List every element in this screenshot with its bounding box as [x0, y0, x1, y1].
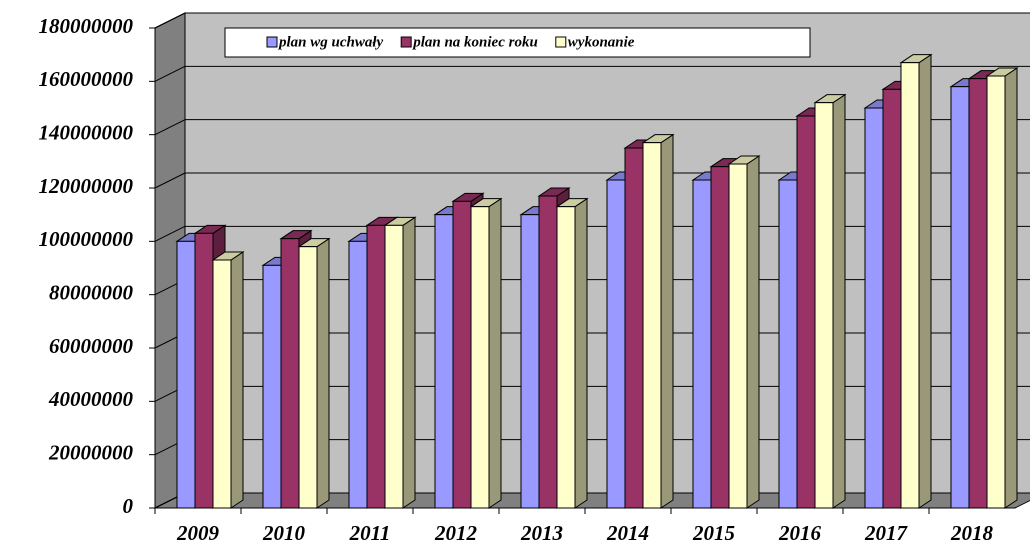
bar-front [882, 88, 902, 509]
y-tick-label: 0 [123, 494, 134, 518]
bar-side [1004, 67, 1018, 509]
bar-front [814, 102, 834, 509]
legend: plan wg uchwały plan na koniec roku wykona… [224, 27, 811, 58]
bar-front [606, 179, 626, 509]
x-tick-label: 2009 [176, 521, 220, 545]
bar-front [864, 107, 884, 509]
bar-side [316, 237, 330, 509]
bar-side [230, 251, 244, 509]
legend-swatch [555, 36, 567, 48]
bar-front [710, 166, 730, 509]
bar-front [176, 240, 196, 509]
legend-label: plan na koniec roku [411, 34, 538, 50]
bar-front [728, 163, 748, 509]
x-tick-label: 2013 [520, 521, 563, 545]
bar [899, 53, 933, 509]
bar-front [470, 206, 490, 509]
bar-front [194, 232, 214, 509]
x-tick-label: 2018 [950, 521, 994, 545]
bar [297, 237, 331, 509]
bar-side [918, 53, 932, 509]
y-tick-label: 100000000 [39, 227, 134, 251]
bar-side [832, 93, 846, 509]
bar-front [298, 246, 318, 509]
y-tick-label: 160000000 [39, 67, 134, 91]
bar-front [262, 264, 282, 509]
grid-line-side [154, 172, 186, 189]
bar-front [538, 195, 558, 509]
bar-front [384, 224, 404, 509]
bar-front [986, 75, 1006, 509]
bar-front [778, 179, 798, 509]
bar-front [520, 214, 540, 509]
bar-front [796, 115, 816, 509]
bar-front [434, 214, 454, 509]
y-tick-label: 180000000 [39, 14, 134, 38]
bar-side [746, 155, 760, 509]
grid-line-side [154, 12, 186, 29]
grid-line-side [154, 119, 186, 136]
x-tick-label: 2017 [864, 521, 909, 545]
bar [985, 67, 1019, 509]
bar [641, 133, 675, 509]
y-tick-label: 20000000 [48, 440, 134, 464]
bar [383, 216, 417, 509]
bar-front [212, 259, 232, 509]
y-tick-label: 80000000 [49, 280, 134, 304]
bar [555, 197, 589, 509]
bar-front [968, 78, 988, 509]
bar-front [452, 200, 472, 509]
bar-front [950, 86, 970, 509]
bar [727, 155, 761, 509]
legend-swatch [266, 36, 278, 48]
x-tick-label: 2011 [349, 521, 391, 545]
bar-front [348, 240, 368, 509]
bar-side [574, 197, 588, 509]
y-tick-label: 40000000 [48, 387, 134, 411]
legend-label: wykonanie [568, 34, 635, 50]
bar-front [366, 224, 386, 509]
y-tick-label: 140000000 [39, 120, 134, 144]
x-tick-label: 2016 [778, 521, 822, 545]
y-tick-label: 120000000 [39, 174, 134, 198]
x-tick-label: 2010 [262, 521, 306, 545]
bar [469, 197, 503, 509]
legend-box [224, 27, 811, 58]
legend-label: plan wg uchwały [277, 34, 384, 50]
bar-side [660, 133, 674, 509]
x-tick-label: 2012 [434, 521, 478, 545]
bar-front [556, 206, 576, 509]
bar-front [280, 238, 300, 509]
bar-side [402, 216, 416, 509]
x-tick-label: 2015 [692, 521, 735, 545]
bar [211, 251, 245, 509]
bar [813, 93, 847, 509]
bar-front [692, 179, 712, 509]
x-tick-label: 2014 [606, 521, 649, 545]
bar-front [642, 142, 662, 509]
bar-front [624, 147, 644, 509]
legend-swatch [400, 36, 412, 48]
y-tick-label: 60000000 [49, 334, 134, 358]
bar-front [900, 62, 920, 509]
grid-line-side [154, 65, 186, 82]
grid-line-side [154, 225, 186, 242]
bar-side [488, 197, 502, 509]
